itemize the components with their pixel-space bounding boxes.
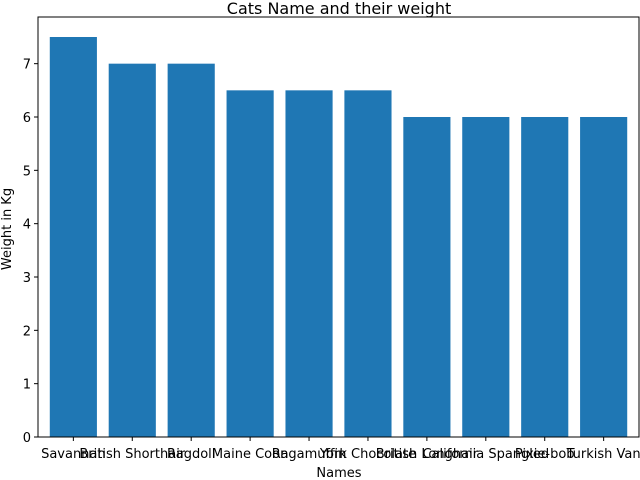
bar-6: [403, 117, 451, 437]
x-tick-label-0: Savannah: [41, 447, 106, 462]
bar-2: [167, 63, 215, 438]
y-axis-label: Weight in Kg: [0, 188, 15, 270]
bar-5: [344, 90, 392, 437]
plot-frame: [37, 16, 640, 438]
x-tick-label-9: Turkish Van: [566, 447, 640, 462]
bar-4: [285, 90, 333, 437]
x-tick-label-8: Pixie-bob: [515, 447, 575, 462]
bars-group: [49, 37, 628, 438]
bar-3: [226, 90, 274, 437]
x-tick-label-6: British Longhair: [376, 447, 479, 462]
x-axis-label: Names: [316, 466, 361, 480]
chart-title: Cats Name and their weight: [227, 0, 451, 18]
bar-7: [462, 117, 510, 437]
y-tick-label-3: 3: [23, 271, 31, 286]
x-tick-label-3: Maine Coon: [212, 447, 288, 462]
y-tick-label-2: 2: [23, 324, 31, 339]
y-tick-label-5: 5: [23, 164, 31, 179]
bar-8: [521, 117, 569, 437]
y-tick-label-4: 4: [23, 218, 31, 233]
x-tick-label-5: York Chocolate: [319, 447, 416, 462]
x-tick-label-4: Ragamuffin: [272, 447, 347, 462]
x-tick-label-1: British Shorthair: [79, 447, 185, 462]
x-tick-label-7: California Spangled: [422, 447, 549, 462]
bar-1: [108, 63, 156, 438]
y-tick-label-7: 7: [23, 58, 31, 73]
bar-9: [580, 117, 628, 437]
y-tick-label-1: 1: [23, 378, 31, 393]
bar-0: [49, 37, 97, 437]
y-tick-label-0: 0: [23, 431, 31, 446]
x-tick-label-2: Ragdoll: [167, 447, 215, 462]
y-axis-ticks: 0 1 2 3 4 5 6 7: [23, 58, 38, 446]
y-tick-label-6: 6: [23, 111, 31, 126]
